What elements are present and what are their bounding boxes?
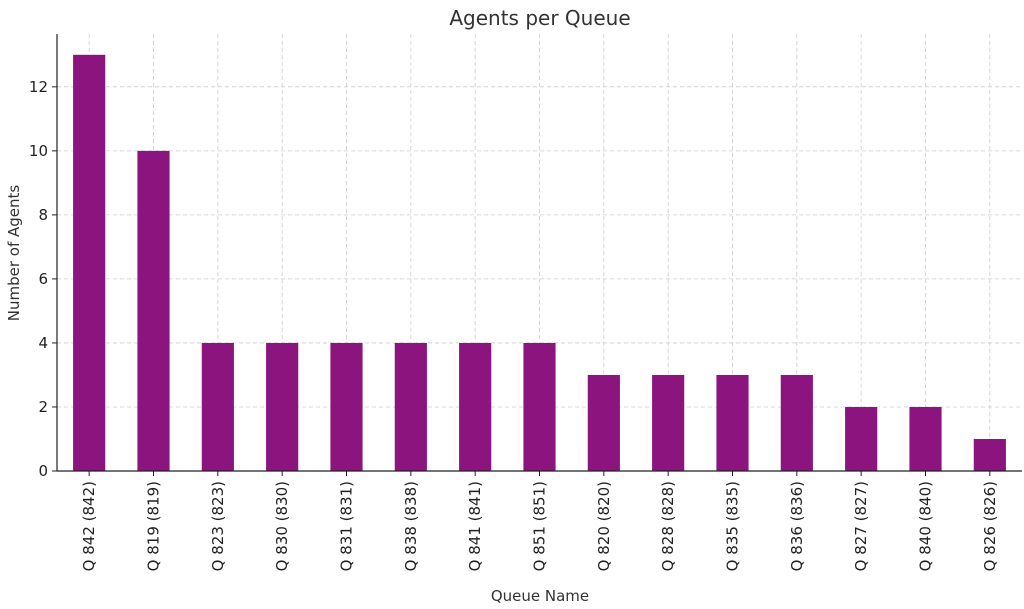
bar [330, 342, 363, 471]
y-tick-label: 4 [38, 334, 48, 352]
y-axis-label: Number of Agents [5, 185, 23, 322]
y-tick-label: 8 [38, 206, 48, 224]
x-tick-label: Q 830 (830) [273, 481, 291, 571]
y-tick-label: 6 [38, 270, 48, 288]
y-axis-ticks: 0 2 4 6 8 10 12 [29, 78, 57, 480]
grid-lines [57, 34, 1022, 472]
x-tick-label: Q 835 (835) [724, 481, 742, 571]
y-tick-label: 0 [38, 462, 48, 480]
x-tick-label: Q 836 (836) [788, 481, 806, 571]
bar [266, 342, 299, 471]
y-tick-label: 10 [29, 142, 48, 160]
x-tick-label: Q 831 (831) [338, 481, 356, 571]
bar [845, 406, 878, 471]
bar [973, 438, 1006, 471]
x-axis-label: Queue Name [491, 587, 589, 605]
y-tick-label: 12 [29, 78, 48, 96]
y-tick-label: 2 [38, 398, 48, 416]
x-tick-label: Q 820 (820) [595, 481, 613, 571]
x-tick-label: Q 841 (841) [466, 481, 484, 571]
bar [201, 342, 234, 471]
bar [137, 150, 170, 471]
bar [716, 374, 749, 471]
bars [73, 54, 1006, 472]
bar [780, 374, 813, 471]
bar [652, 374, 685, 471]
bar [73, 54, 106, 472]
x-tick-label: Q 819 (819) [145, 481, 163, 571]
bar [394, 342, 427, 471]
x-tick-label: Q 838 (838) [402, 481, 420, 571]
x-tick-label: Q 826 (826) [981, 481, 999, 571]
bar [909, 406, 942, 471]
bar [459, 342, 492, 471]
x-tick-label: Q 827 (827) [852, 481, 870, 571]
x-tick-label: Q 828 (828) [659, 481, 677, 571]
x-tick-label: Q 851 (851) [531, 481, 549, 571]
x-axis-ticks: Q 842 (842) Q 819 (819) Q 823 (823) Q 830 (… [80, 471, 999, 571]
bar [587, 374, 620, 471]
chart-title: Agents per Queue [449, 6, 630, 30]
x-tick-label: Q 842 (842) [80, 481, 98, 571]
bar [523, 342, 556, 471]
x-tick-label: Q 823 (823) [209, 481, 227, 571]
x-tick-label: Q 840 (840) [917, 481, 935, 571]
